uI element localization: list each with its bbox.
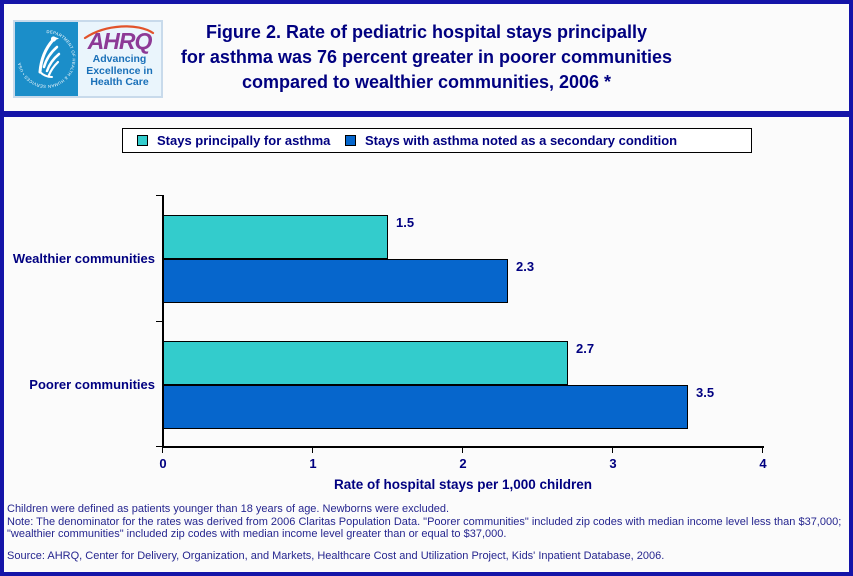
hhs-eagle-icon: DEPARTMENT OF HEALTH & HUMAN SERVICES • … — [17, 29, 77, 89]
x-tick-label: 3 — [609, 456, 617, 471]
x-tick-label: 4 — [759, 456, 767, 471]
legend-swatch-teal-icon — [137, 135, 148, 146]
y-axis-tick — [156, 321, 162, 322]
category-label-poorer: Poorer communities — [29, 377, 155, 392]
category-label-wealthier: Wealthier communities — [12, 251, 155, 266]
legend-label: Stays with asthma noted as a secondary c… — [365, 133, 678, 148]
legend-entry-secondary: Stays with asthma noted as a secondary c… — [345, 129, 677, 152]
ahrq-arc-icon — [83, 25, 155, 40]
ahrq-wordmark-panel: AHRQ Advancing Excellence in Health Care — [78, 22, 161, 96]
footnotes: Children were defined as patients younge… — [7, 503, 850, 562]
y-axis-tick — [156, 446, 162, 447]
footnote-source: Source: AHRQ, Center for Delivery, Organ… — [7, 549, 665, 562]
bar-secondary-0 — [163, 259, 508, 303]
y-axis-line — [162, 195, 164, 447]
x-axis-tick — [312, 447, 313, 453]
title-line-3: compared to wealthier communities, 2006 … — [241, 72, 612, 92]
bar-principal-0 — [163, 215, 388, 259]
tagline-line: Health Care — [90, 76, 149, 88]
title-line-2: for asthma was 76 percent greater in poo… — [180, 47, 673, 67]
bar-value-label: 2.3 — [516, 259, 535, 274]
x-tick-label: 2 — [459, 456, 467, 471]
hhs-seal-panel: DEPARTMENT OF HEALTH & HUMAN SERVICES • … — [15, 22, 78, 96]
bar-principal-1 — [163, 341, 568, 385]
x-axis-tick — [612, 447, 613, 453]
x-tick-label: 1 — [309, 456, 317, 471]
ahrq-acronym: AHRQ — [87, 28, 153, 54]
tagline-line: Advancing — [92, 53, 147, 65]
ahrq-hhs-logo: DEPARTMENT OF HEALTH & HUMAN SERVICES • … — [13, 20, 163, 98]
footnote-note: Note: The denominator for the rates was … — [7, 515, 842, 541]
header-divider-bar — [0, 111, 853, 117]
x-axis-tick — [462, 447, 463, 453]
bar-value-label: 1.5 — [396, 215, 415, 230]
footnote-definition: Children were defined as patients younge… — [7, 503, 450, 515]
figure-title: Figure 2. Rate of pediatric hospital sta… — [0, 20, 853, 95]
bar-value-label: 3.5 — [696, 385, 715, 400]
legend-entry-principal: Stays principally for asthma — [137, 129, 330, 152]
tagline-line: Excellence in — [86, 64, 153, 77]
legend-label: Stays principally for asthma — [157, 133, 331, 148]
chart-legend: Stays principally for asthma Stays with … — [122, 128, 752, 153]
title-line-1: Figure 2. Rate of pediatric hospital sta… — [205, 22, 648, 42]
ahrq-tagline: Advancing Excellence in Health Care — [78, 53, 161, 89]
x-tick-label: 0 — [159, 456, 167, 471]
bar-value-label: 2.7 — [576, 341, 595, 356]
legend-swatch-blue-icon — [345, 135, 356, 146]
x-axis-tick — [762, 447, 763, 453]
y-axis-tick — [156, 195, 162, 196]
x-axis-title: Rate of hospital stays per 1,000 childre… — [333, 477, 593, 492]
bar-secondary-1 — [163, 385, 688, 429]
x-axis-tick — [162, 447, 163, 453]
x-axis-line — [162, 446, 764, 448]
